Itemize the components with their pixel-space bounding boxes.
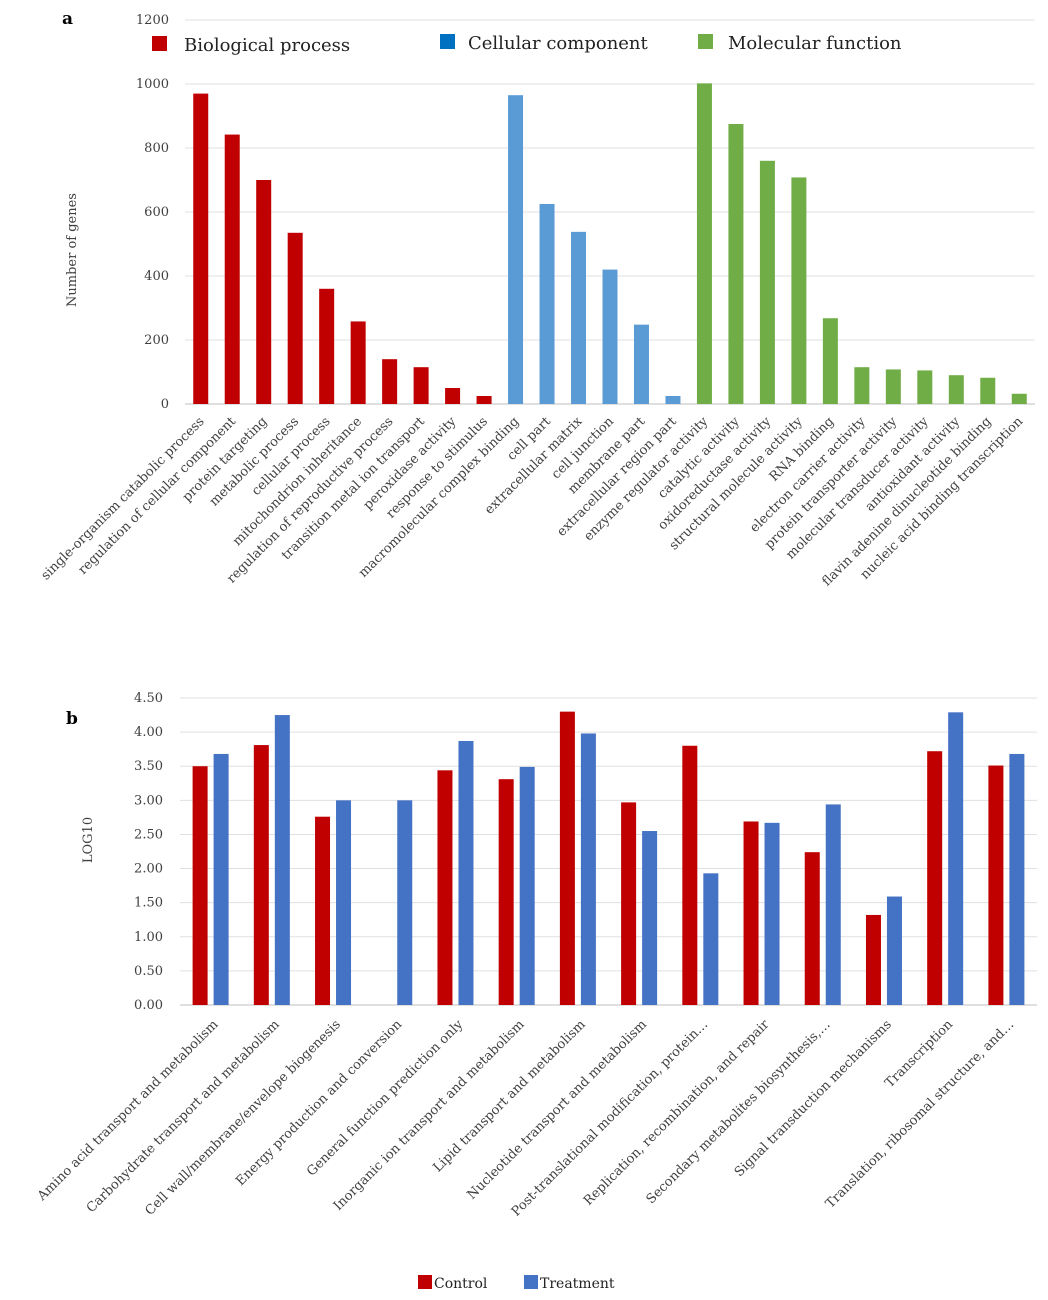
bar-control-carbohydrate-transport-and-metabolism [253,745,269,1005]
bar-flavin-adenine-dinucleotide-binding [980,377,996,404]
bar-treatment-nucleotide-transport-and-metabolism [642,831,658,1005]
bar-electron-carrier-activity [854,367,870,404]
bar-mitochondrion-inheritance [350,321,366,404]
panel-b-gridlines [180,697,1037,1006]
legend-label-biological-process: Biological process [184,35,350,56]
panel-b-legend: Control Treatment [418,1275,615,1292]
bar-treatment-post-translational-modification-protein [703,873,719,1005]
panel-a-bars [193,83,1027,405]
legend-swatch-biological-process [152,36,167,51]
bar-treatment-secondary-metabolites-biosynthesis [825,804,841,1005]
panel-a-y-tick-label: 200 [144,333,169,348]
bar-control-transcription [927,751,943,1005]
bar-treatment-replication-recombination-and-repair [764,822,780,1005]
bar-enzyme-regulator-activity [696,83,712,405]
bar-control-translation-ribosomal-structure-and [988,765,1004,1005]
bar-control-general-function-prediction-only [437,770,453,1005]
panel-b-y-tick-label: 0.00 [134,998,163,1013]
bar-cell-junction [602,269,618,404]
bar-treatment-carbohydrate-transport-and-metabolism [274,715,290,1005]
legend-label-treatment: Treatment [540,1276,615,1292]
panel-a-y-tick-label: 0 [161,397,169,412]
bar-treatment-translation-ribosomal-structure-and [1009,753,1025,1005]
bar-control-nucleotide-transport-and-metabolism [621,802,637,1005]
bar-cell-part [539,204,555,404]
bar-metabolic-process [287,232,303,404]
panel-b-y-tick-label: 4.00 [134,725,163,740]
panel-a-label: a [62,9,73,29]
legend-swatch-treatment [524,1275,538,1289]
bar-structural-molecule-activity [791,177,807,404]
legend-label-cellular-component: Cellular component [468,33,649,54]
panel-b-y-ticks: 0.00 0.50 1.00 1.50 2.00 2.50 3.00 3.50 4.00 4.50 [134,691,163,1013]
bar-peroxidase-activity [445,388,461,404]
panel-a-y-tick-label: 1000 [136,77,169,92]
legend-swatch-cellular-component [440,34,455,49]
bar-membrane-part [633,324,649,404]
bar-treatment-lipid-transport-and-metabolism [580,733,596,1005]
panel-b-y-tick-label: 3.00 [134,793,163,808]
bar-control-signal-transduction-mechanisms [865,914,881,1005]
legend-swatch-molecular-function [698,34,713,49]
panel-a-y-ticks: 0 200 400 600 800 1000 1200 [136,13,169,412]
bar-treatment-general-function-prediction-only [458,740,474,1005]
bar-protein-transporter-activity [885,369,901,404]
legend-swatch-control [418,1275,432,1289]
panel-b-y-tick-label: 2.00 [134,862,163,877]
panel-b-y-tick-label: 1.50 [134,896,163,911]
panel-b-y-tick-label: 4.50 [134,691,163,706]
bar-transition-metal-ion-transport [413,367,429,404]
category-label-single-organism-catabolic-process: single-organism catabolic process [38,414,207,583]
bar-treatment-inorganic-ion-transport-and-metabolism [519,766,535,1005]
bar-control-cell-wall-membrane-envelope-biogenesis [315,816,331,1005]
panel-b-y-tick-label: 1.00 [134,930,163,945]
bar-treatment-transcription [948,712,964,1005]
bar-treatment-cell-wall-membrane-envelope-biogenesis [336,800,352,1005]
bar-response-to-stimulus [476,396,492,404]
bar-control-inorganic-ion-transport-and-metabolism [498,779,514,1005]
panel-b-bars [192,711,1025,1005]
panel-b-y-tick-label: 3.50 [134,759,163,774]
bar-cellular-process [319,288,335,404]
bar-control-secondary-metabolites-biosynthesis [804,852,820,1005]
bar-control-amino-acid-transport-and-metabolism [192,766,208,1005]
panel-b-y-tick-label: 0.50 [134,964,163,979]
panel-a-y-tick-label: 800 [144,141,169,156]
bar-control-lipid-transport-and-metabolism [559,711,575,1005]
bar-extracellular-region-part [665,396,681,404]
bar-treatment-energy-production-and-conversion [397,800,413,1005]
panel-a-legend: Biological process Cellular component Mo… [152,33,902,56]
bar-control-replication-recombination-and-repair [743,821,759,1005]
panel-b-log10-chart: b 0.00 0.50 1.00 1.50 2.00 2.50 3.00 3.50 4.00 4.… [34,691,1037,1292]
bar-macromolecular-complex-binding [508,95,524,404]
legend-label-control: Control [434,1276,488,1292]
bar-treatment-signal-transduction-mechanisms [886,896,902,1005]
panel-a-y-tick-label: 600 [144,205,169,220]
panel-a-y-axis-label: Number of genes [65,193,80,307]
legend-label-molecular-function: Molecular function [728,33,902,54]
panel-a-category-labels: single-organism catabolic processregulat… [38,414,1026,590]
bar-extracellular-matrix [571,231,587,404]
panel-b-y-tick-label: 2.50 [134,827,163,842]
panel-a-y-tick-label: 400 [144,269,169,284]
panel-a-y-tick-label: 1200 [136,13,169,28]
bar-regulation-of-reproductive-process [382,359,398,404]
bar-treatment-amino-acid-transport-and-metabolism [213,753,229,1005]
bar-molecular-transducer-activity [917,370,933,404]
panel-b-category-labels: Amino acid transport and metabolismCarbo… [34,1017,1017,1220]
bar-protein-targeting [256,180,272,404]
bar-rna-binding [822,318,838,404]
panel-b-label: b [66,709,78,729]
bar-single-organism-catabolic-process [193,93,209,404]
bar-regulation-of-cellular-component [224,134,240,404]
bar-antioxidant-activity [948,375,964,404]
bar-control-post-translational-modification-protein [682,745,698,1005]
bar-nucleic-acid-binding-transcription [1011,393,1027,404]
panel-b-y-axis-label: LOG10 [81,817,96,863]
bar-catalytic-activity [728,124,744,404]
bar-oxidoreductase-activity [759,160,775,404]
